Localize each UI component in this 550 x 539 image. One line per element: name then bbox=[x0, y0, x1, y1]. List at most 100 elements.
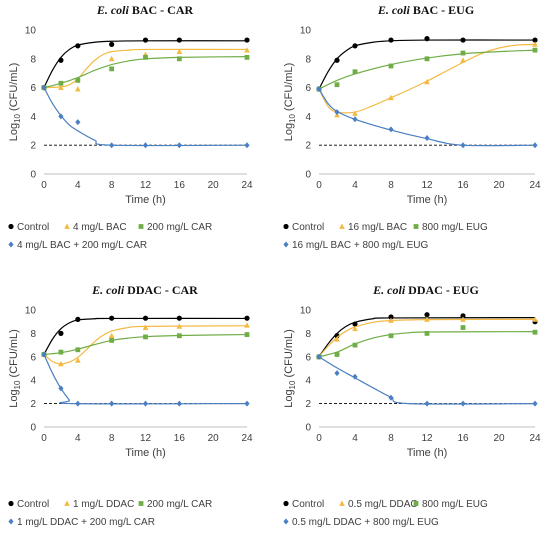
data-point bbox=[244, 54, 250, 60]
data-point bbox=[75, 347, 81, 353]
data-point bbox=[109, 400, 115, 407]
data-point bbox=[424, 135, 430, 141]
legend-label: 1 mg/L DDAC bbox=[73, 499, 134, 510]
data-point bbox=[244, 142, 250, 149]
x-tick-label: 4 bbox=[352, 180, 358, 191]
y-tick-label: 8 bbox=[305, 54, 311, 65]
data-point bbox=[460, 316, 466, 322]
panel-title: E. coli DDAC - CAR bbox=[91, 283, 198, 297]
panel-title: E. coli BAC - CAR bbox=[96, 3, 194, 17]
x-axis-label: Time (h) bbox=[125, 447, 166, 459]
data-point bbox=[460, 57, 466, 63]
legend-marker bbox=[64, 223, 70, 229]
legend-marker bbox=[64, 500, 70, 506]
x-axis-label: Time (h) bbox=[407, 194, 448, 206]
y-axis-label-log: Log bbox=[8, 123, 20, 141]
panel-title: E. coli DDAC - EUG bbox=[372, 283, 479, 297]
y-tick-label: 4 bbox=[305, 376, 311, 387]
data-point bbox=[352, 69, 358, 75]
x-tick-label: 24 bbox=[241, 180, 253, 191]
data-point bbox=[58, 84, 64, 90]
data-point bbox=[143, 54, 148, 60]
series-fit-line bbox=[318, 356, 536, 405]
series-1 bbox=[316, 36, 538, 92]
series-fit-line bbox=[43, 48, 248, 89]
data-point bbox=[460, 50, 466, 56]
series-4 bbox=[316, 86, 538, 149]
series-fit-line bbox=[318, 317, 536, 358]
series-2 bbox=[41, 47, 250, 92]
series-4 bbox=[41, 84, 250, 149]
data-point bbox=[75, 119, 81, 126]
y-tick-label: 4 bbox=[30, 376, 36, 387]
legend-label: Control bbox=[17, 499, 49, 510]
y-axis-label: Log10 (CFU/mL) bbox=[283, 63, 297, 142]
data-point bbox=[388, 314, 394, 320]
data-point bbox=[109, 315, 115, 321]
data-point bbox=[176, 315, 182, 321]
series-fit-line bbox=[43, 325, 248, 365]
data-point bbox=[244, 315, 250, 321]
data-point bbox=[142, 37, 149, 43]
legend-marker bbox=[339, 500, 345, 506]
data-point bbox=[532, 329, 538, 335]
series-fit-line bbox=[43, 56, 248, 89]
x-tick-label: 0 bbox=[41, 180, 47, 191]
data-point bbox=[244, 47, 250, 53]
legend-label: 4 mg/L BAC + 200 mg/L CAR bbox=[17, 240, 147, 251]
x-tick-label: 16 bbox=[457, 433, 469, 444]
data-point bbox=[244, 37, 250, 43]
series-fit-line bbox=[43, 317, 248, 355]
legend-label: 4 mg/L BAC bbox=[73, 222, 127, 233]
data-point bbox=[142, 324, 149, 330]
data-point bbox=[75, 400, 81, 407]
data-point bbox=[108, 55, 115, 62]
y-tick-label: 8 bbox=[30, 54, 36, 65]
data-point bbox=[58, 349, 64, 355]
data-point bbox=[109, 142, 115, 149]
panel-title-italic: E. coli bbox=[91, 283, 125, 297]
y-axis-label-sub: 10 bbox=[288, 113, 297, 122]
data-point bbox=[176, 48, 183, 54]
panel-title-italic: E. coli bbox=[372, 283, 406, 297]
data-point bbox=[75, 78, 81, 83]
legend-marker bbox=[283, 500, 289, 507]
series-2 bbox=[316, 316, 538, 360]
series-3 bbox=[41, 332, 250, 357]
y-axis-label-unit: (CFU/mL) bbox=[283, 329, 295, 380]
x-tick-label: 8 bbox=[388, 180, 394, 191]
y-tick-label: 0 bbox=[30, 170, 36, 181]
y-tick-label: 10 bbox=[25, 26, 37, 37]
panel-title-italic: E. coli bbox=[96, 3, 130, 17]
x-tick-label: 24 bbox=[241, 433, 253, 444]
data-point bbox=[532, 37, 538, 43]
x-tick-label: 8 bbox=[109, 433, 115, 444]
data-point bbox=[176, 400, 182, 407]
y-tick-label: 10 bbox=[300, 306, 312, 317]
data-point bbox=[58, 360, 64, 367]
data-point bbox=[75, 86, 81, 92]
x-tick-label: 16 bbox=[457, 180, 469, 191]
x-tick-label: 24 bbox=[529, 433, 541, 444]
data-point bbox=[424, 400, 430, 407]
data-point bbox=[388, 37, 394, 43]
legend-marker bbox=[413, 501, 419, 506]
legend-label: 0.5 mg/L DDAC bbox=[348, 499, 418, 510]
data-point bbox=[334, 352, 340, 357]
data-point bbox=[352, 325, 358, 332]
y-tick-label: 4 bbox=[305, 112, 311, 123]
y-axis-label-unit: (CFU/mL) bbox=[8, 63, 20, 114]
data-point bbox=[58, 385, 64, 392]
y-tick-label: 2 bbox=[30, 141, 36, 152]
series-fit-line bbox=[43, 354, 248, 405]
x-tick-label: 20 bbox=[493, 180, 505, 191]
legend-label: Control bbox=[17, 222, 49, 233]
panel-title-rest: DDAC - CAR bbox=[124, 283, 198, 297]
data-point bbox=[143, 334, 148, 340]
data-point bbox=[532, 316, 538, 322]
legend-marker bbox=[413, 224, 419, 229]
y-axis-label-log: Log bbox=[8, 389, 20, 407]
legend: Control 0.5 mg/L DDAC 800 mg/L EUG 0.5 mg/L… bbox=[283, 499, 488, 528]
